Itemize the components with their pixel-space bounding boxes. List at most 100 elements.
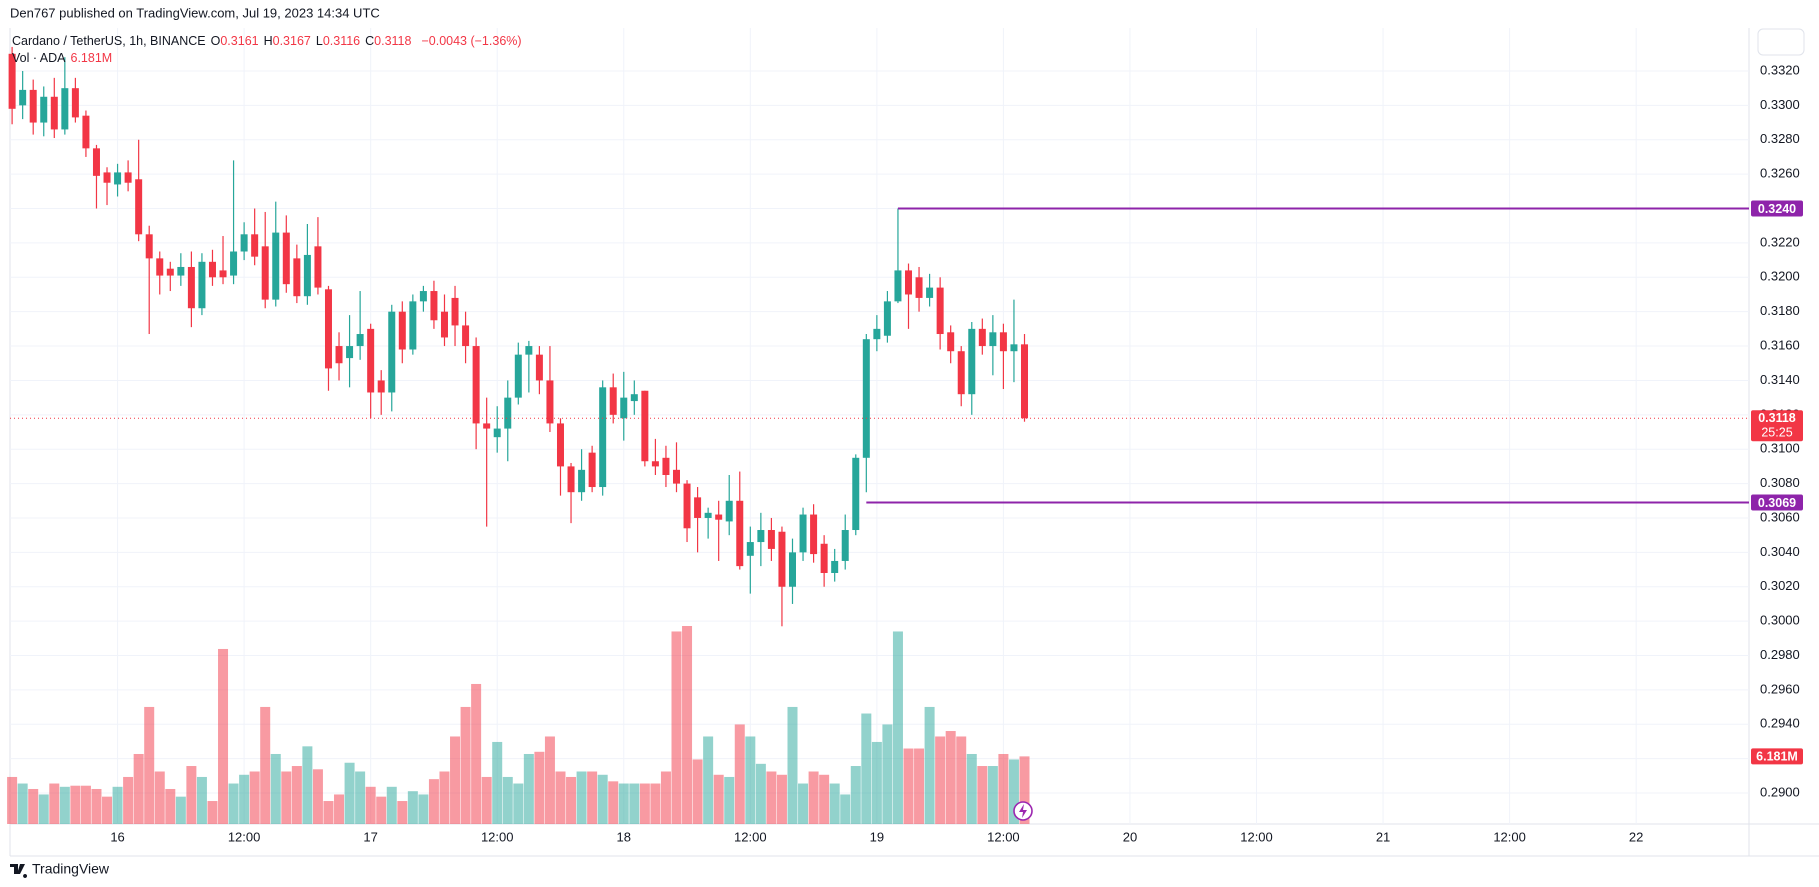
volume-bar [312,769,323,824]
volume-bar [302,746,313,824]
volume-bar [724,776,735,824]
volume-bar [239,774,250,824]
candle-body [989,332,997,347]
candle-body [166,268,174,276]
x-tick-label: 12:00 [1493,829,1526,844]
change-text: −0.0043 (−1.36%) [421,34,522,48]
volume-bar [956,736,967,824]
candle-body [788,552,796,587]
volume-bar [819,774,830,824]
candle-body [472,346,480,424]
candle-body [409,301,417,350]
candle-body [40,96,48,123]
candle-body [852,457,860,531]
volume-bar [186,766,197,824]
candle-body [588,452,596,488]
volume-bar [935,736,946,824]
volume-bar [555,771,566,824]
candle-body [451,297,459,326]
y-tick-label: 0.2980 [1760,647,1800,662]
legend-main: Cardano / TetherUS, 1h, BINANCE O0.3161 H0… [12,34,527,48]
candle-body [599,387,607,488]
x-tick-label: 16 [110,829,124,844]
volume-bar [682,626,693,824]
candle-body [430,291,438,321]
candle-body [282,232,290,285]
volume-bar [1019,756,1030,824]
volume-bar [376,796,387,824]
candle-body [757,530,765,543]
volume-bar [355,771,366,824]
candle-body [398,311,406,350]
volume-bar [566,776,577,824]
volume-bar [523,753,534,824]
candle-body [156,258,164,276]
volume-bar [323,801,334,824]
candle-body [293,258,301,297]
volume-bar [597,774,608,824]
x-tick-label: 12:00 [734,829,767,844]
volume-bar [534,751,545,824]
volume-bar [38,794,49,824]
volume-bar [587,771,598,824]
y-tick-label: 0.3280 [1760,131,1800,146]
volume-bar [165,788,176,824]
candle-body [483,423,491,429]
candle-body [230,251,238,276]
volume-bar [903,748,914,824]
volume-legend-value: 6.181M [70,51,113,65]
ohlc-key: O [210,34,221,48]
volume-bar [207,801,218,824]
candle-body [272,232,280,300]
candle-body [61,88,69,130]
volume-bar [776,774,787,824]
volume-bar [175,796,186,824]
y-tick-label: 0.3020 [1760,578,1800,593]
ohlc-value: 0.3118 [374,34,412,48]
volume-bar [91,788,102,824]
symbol-title: Cardano / TetherUS, 1h, BINANCE [12,34,206,48]
candle-body [704,512,712,518]
candle-body [862,339,870,458]
volume-bar [692,759,703,824]
volume-bar [460,706,471,824]
volume-bar [418,794,429,824]
y-tick-label: 0.3180 [1760,303,1800,318]
settings-button[interactable] [1757,28,1805,56]
volume-bar [639,783,650,824]
volume-bar [270,753,281,824]
volume-bar [7,776,18,824]
candle-body [630,394,638,402]
y-tick-label: 0.3220 [1760,234,1800,249]
x-tick-label: 12:00 [228,829,261,844]
candle-body [894,270,902,302]
volume-bar [892,631,903,824]
volume-bar [987,766,998,824]
volume-bar [713,774,724,824]
candle-body [831,560,839,573]
x-tick-label: 19 [870,829,884,844]
x-tick-label: 12:00 [481,829,514,844]
candle-body [694,497,702,518]
y-tick-label: 0.2960 [1760,681,1800,696]
candle-body [240,234,248,252]
candle-body [198,261,206,309]
y-tick-label: 0.2900 [1760,784,1800,799]
candle-body [820,543,828,573]
volume-bar [386,786,397,824]
y-tick-label: 0.3100 [1760,441,1800,456]
candle-body [620,397,628,419]
volume-bar [660,771,671,824]
volume-bar [407,791,418,824]
candle-body [841,530,849,561]
volume-bar [154,771,165,824]
candle-body [303,254,311,297]
candle-body [873,328,881,340]
volume-bar [966,753,977,824]
candle-body [440,311,448,338]
volume-bar [365,786,376,824]
alert-icon[interactable] [1013,801,1033,821]
ohlc-key: L [315,34,323,48]
volume-bar [924,706,935,824]
candle-body [92,148,100,176]
